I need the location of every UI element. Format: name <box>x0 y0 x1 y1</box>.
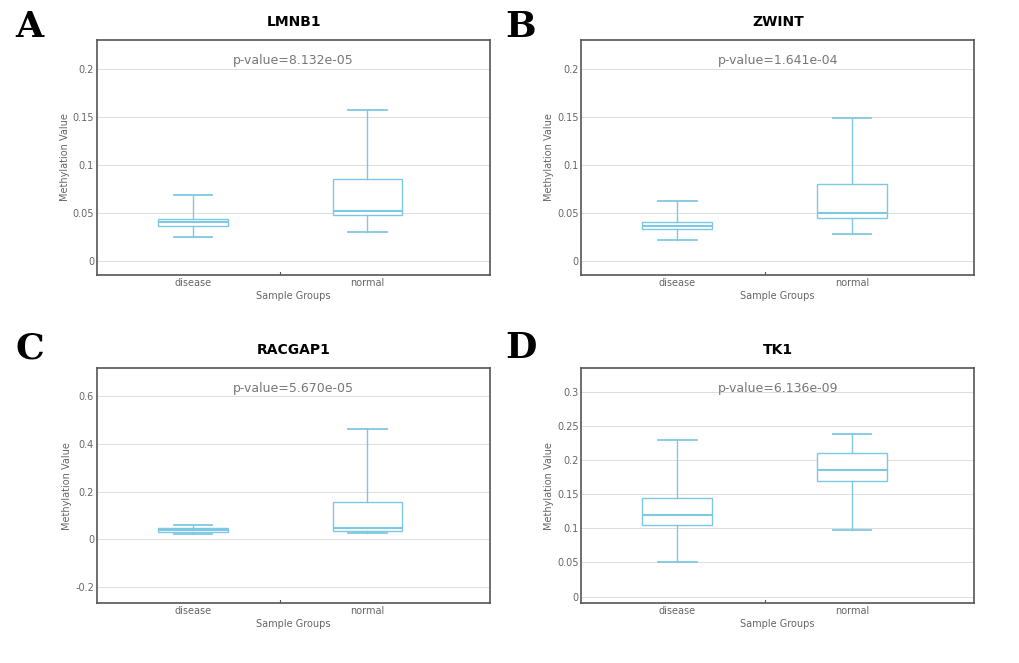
Y-axis label: Methylation Value: Methylation Value <box>62 442 72 530</box>
Text: p-value=8.132e-05: p-value=8.132e-05 <box>232 54 354 67</box>
Bar <box>332 179 401 215</box>
Text: p-value=1.641e-04: p-value=1.641e-04 <box>716 54 838 67</box>
Y-axis label: Methylation Value: Methylation Value <box>544 442 553 530</box>
X-axis label: Sample Groups: Sample Groups <box>740 619 814 629</box>
Bar <box>642 498 711 525</box>
Bar <box>158 219 227 226</box>
Text: B: B <box>504 10 535 44</box>
Text: A: A <box>15 10 44 44</box>
Text: p-value=6.136e-09: p-value=6.136e-09 <box>716 382 838 395</box>
Text: TK1: TK1 <box>762 343 793 357</box>
Text: RACGAP1: RACGAP1 <box>257 343 330 357</box>
Bar <box>816 184 886 217</box>
Text: D: D <box>504 332 536 365</box>
X-axis label: Sample Groups: Sample Groups <box>256 619 330 629</box>
X-axis label: Sample Groups: Sample Groups <box>740 290 814 301</box>
Bar <box>642 222 711 229</box>
Text: ZWINT: ZWINT <box>752 15 803 29</box>
Y-axis label: Methylation Value: Methylation Value <box>544 113 553 202</box>
Bar <box>158 528 227 532</box>
Bar <box>816 453 886 481</box>
Text: p-value=5.670e-05: p-value=5.670e-05 <box>232 382 354 395</box>
Text: C: C <box>15 332 44 365</box>
Text: LMNB1: LMNB1 <box>266 15 321 29</box>
Y-axis label: Methylation Value: Methylation Value <box>60 113 69 202</box>
X-axis label: Sample Groups: Sample Groups <box>256 290 330 301</box>
Bar <box>332 503 401 531</box>
